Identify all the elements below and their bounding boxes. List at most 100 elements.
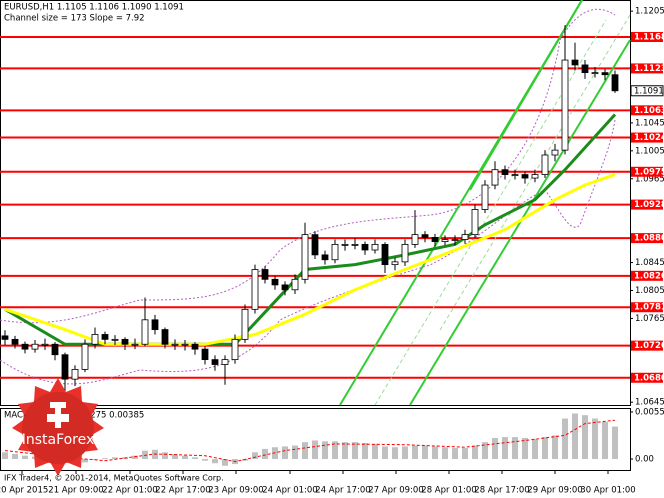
macd-bar — [22, 455, 28, 460]
level-tag — [631, 166, 663, 177]
candle-body — [431, 237, 439, 243]
candle-body — [561, 59, 569, 151]
level-tag — [631, 270, 663, 281]
macd-bar — [442, 447, 448, 460]
candle-body — [201, 348, 209, 361]
macd-bar — [192, 457, 198, 460]
macd-bar — [262, 448, 268, 460]
level-label: 1.1168 — [634, 33, 664, 43]
candle-body — [221, 359, 229, 365]
candle-body — [321, 254, 329, 261]
candle-body — [231, 338, 239, 361]
candle-body — [241, 308, 249, 340]
candle-body — [411, 234, 419, 245]
candle-body — [391, 261, 399, 266]
candle-body — [41, 343, 49, 346]
candle-body — [91, 334, 99, 345]
macd-bar — [312, 440, 318, 460]
macd-bar — [532, 438, 538, 460]
candle-body — [71, 368, 79, 380]
macd-bar — [352, 442, 358, 460]
candle-body — [401, 243, 409, 263]
macd-bar — [292, 445, 298, 460]
macd-bar — [452, 448, 458, 460]
level-tag — [631, 372, 663, 383]
candle-body — [131, 343, 139, 346]
candle-body — [341, 243, 349, 246]
x-tick-label: 30 Apr 01:00 — [580, 486, 635, 496]
macd-bar — [432, 446, 438, 460]
macd-bar — [2, 452, 8, 460]
envelope-lower — [0, 119, 616, 385]
candle-body — [261, 269, 269, 280]
candle-body — [301, 234, 309, 280]
watermark: InstaForex — [22, 432, 95, 448]
macd-bar — [202, 459, 208, 461]
candle-body — [451, 239, 459, 241]
macd-bar — [522, 437, 528, 460]
macd-bar — [172, 453, 178, 460]
macd-bar — [112, 457, 118, 460]
candle-body — [381, 243, 389, 266]
channel-line — [469, 0, 583, 191]
chart-subtitle: Channel size = 173 Slope = 7.92 — [4, 14, 145, 24]
macd-bar — [132, 455, 138, 460]
y-tick-label: 1.1045 — [635, 118, 664, 128]
level-label: 1.0726 — [634, 341, 664, 351]
candle-body — [571, 59, 579, 66]
last-price-tag — [630, 85, 664, 97]
macd-bar — [222, 459, 228, 466]
y-tick-label: 0.00558 — [635, 407, 664, 417]
macd-bar — [142, 450, 148, 460]
candle-body — [1, 335, 9, 340]
level-label: 1.0975 — [634, 167, 664, 177]
level-label: 1.1063 — [634, 106, 664, 116]
candle-body — [31, 343, 39, 350]
candle-body — [441, 239, 449, 243]
level-label: 1.0880 — [634, 234, 664, 244]
candle-body — [61, 354, 69, 380]
macd-bar — [252, 452, 258, 460]
macd-bar — [582, 415, 588, 460]
candle-body — [601, 72, 609, 76]
macd-bar — [412, 445, 418, 460]
chart-title: EURUSD,H1 1.1105 1.1106 1.1090 1.1091 — [4, 3, 184, 13]
candle-body — [21, 343, 29, 350]
candle-body — [581, 64, 589, 74]
macd-bar — [542, 437, 548, 460]
level-tag — [631, 32, 663, 43]
level-label: 1.1024 — [634, 133, 664, 143]
y-tick-label: 1.0965 — [635, 174, 664, 184]
x-tick-label: 21 Apr 09:00 — [48, 486, 103, 496]
macd-bar — [502, 437, 508, 460]
level-tag — [631, 233, 663, 244]
x-tick-label: 20 Apr 2015 — [0, 486, 48, 496]
macd-bar — [342, 442, 348, 460]
x-tick-label: 23 Apr 09:00 — [208, 486, 263, 496]
candle-body — [521, 174, 529, 179]
x-tick-label: 22 Apr 01:00 — [102, 486, 157, 496]
macd-bar — [602, 421, 608, 460]
candle-body — [361, 243, 369, 251]
macd-bar — [102, 458, 108, 460]
footer: IFX Trader4, © 2001-2014, MetaQuotes Sof… — [4, 474, 224, 483]
candle-body — [311, 234, 319, 256]
level-label: 1.0680 — [634, 373, 664, 383]
candle-body — [121, 338, 129, 345]
candle-body — [501, 169, 509, 175]
macd-bar — [212, 459, 218, 464]
macd-bar — [392, 447, 398, 460]
candle-body — [331, 243, 339, 261]
macd-bar — [482, 442, 488, 460]
level-tag — [631, 199, 663, 210]
macd-bar — [332, 441, 338, 460]
level-tag — [631, 302, 663, 313]
y-tick-label: 1.0805 — [635, 286, 664, 296]
candle-body — [191, 343, 199, 350]
level-tag — [631, 132, 663, 143]
candle-body — [291, 278, 299, 291]
macd-bar — [282, 446, 288, 460]
macd-bar — [572, 413, 578, 460]
y-tick-label: 1.0845 — [635, 258, 664, 268]
channel-line — [409, 39, 631, 406]
